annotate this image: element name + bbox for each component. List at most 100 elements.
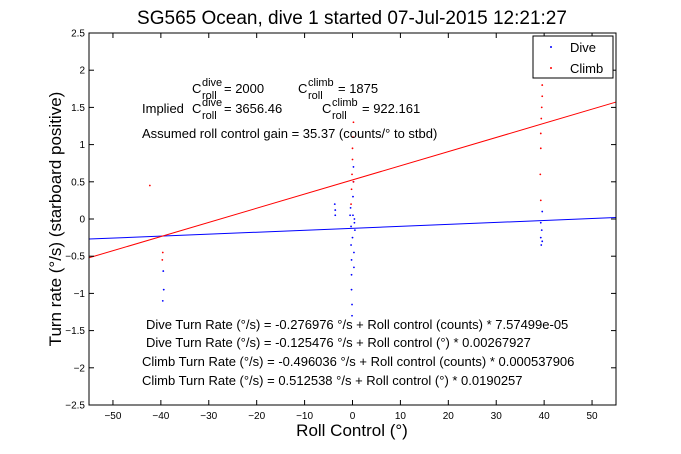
implied-dive-label: C bbox=[192, 101, 201, 116]
dive-point bbox=[541, 240, 544, 243]
climb-point bbox=[161, 259, 164, 261]
dive-point bbox=[333, 203, 336, 206]
x-tick-label: 50 bbox=[586, 411, 598, 422]
x-tick-label: −10 bbox=[296, 411, 313, 422]
c-dive-sub: roll bbox=[202, 90, 217, 102]
fit-line-3: Climb Turn Rate (°/s) = -0.496036 °/s + … bbox=[142, 354, 574, 369]
legend-label-dive: Dive bbox=[570, 40, 596, 55]
y-axis-label: Turn rate (°/s) (starboard positive) bbox=[46, 92, 65, 347]
dive-point bbox=[539, 236, 542, 239]
implied-dive-sub: roll bbox=[202, 110, 217, 122]
climb-point bbox=[541, 95, 544, 98]
annotation-implied: Implied C dive roll = 3656.46 C climb ro… bbox=[142, 97, 420, 122]
fit-line-climb bbox=[88, 101, 617, 259]
dive-point bbox=[351, 314, 353, 317]
dive-point bbox=[540, 229, 543, 232]
annotation-c-roll: C dive roll = 2000 C climb roll = 1875 bbox=[192, 77, 378, 102]
implied-climb-sup: climb bbox=[332, 97, 358, 109]
dive-point bbox=[162, 270, 165, 272]
climb-point bbox=[541, 84, 544, 86]
implied-prefix: Implied bbox=[142, 101, 184, 116]
dive-point bbox=[352, 195, 354, 198]
x-tick-label: 0 bbox=[350, 411, 356, 422]
c-dive-label: C bbox=[192, 81, 201, 96]
y-tick-label: −2 bbox=[74, 363, 86, 374]
dive-point bbox=[353, 251, 355, 254]
climb-point bbox=[351, 158, 354, 161]
y-tick-label: −1 bbox=[74, 289, 86, 300]
climb-point bbox=[161, 251, 164, 254]
dive-point bbox=[350, 273, 353, 276]
dive-point bbox=[353, 221, 356, 224]
climb-point bbox=[351, 147, 354, 150]
climb-point bbox=[352, 121, 355, 124]
x-tick-label: 40 bbox=[539, 411, 551, 422]
legend-marker-dive bbox=[550, 46, 552, 48]
fit-equations: Dive Turn Rate (°/s) = -0.276976 °/s + R… bbox=[142, 317, 574, 388]
dive-point bbox=[334, 209, 337, 211]
dive-point bbox=[539, 221, 542, 224]
fit-line-dive bbox=[88, 217, 617, 240]
implied-dive-sup: dive bbox=[202, 97, 222, 109]
y-tick-label: 1.5 bbox=[71, 103, 85, 114]
y-tick-label: 0.5 bbox=[71, 177, 85, 188]
climb-point bbox=[539, 199, 542, 202]
climb-point bbox=[352, 136, 354, 139]
dive-point bbox=[349, 214, 352, 217]
y-tick-label: −2.5 bbox=[65, 401, 85, 412]
dive-point bbox=[350, 225, 352, 228]
dive-point bbox=[350, 259, 353, 261]
c-dive-value: = 2000 bbox=[224, 81, 264, 96]
dive-point bbox=[352, 214, 354, 217]
dive-point bbox=[353, 266, 355, 269]
y-tick-label: 1 bbox=[79, 140, 85, 151]
x-tick-label: 30 bbox=[491, 411, 503, 422]
x-tick-label: −50 bbox=[104, 411, 121, 422]
y-tick-label: 2 bbox=[79, 66, 85, 77]
y-tick-label: −1.5 bbox=[65, 326, 85, 337]
gain-annotation: Assumed roll control gain = 35.37 (count… bbox=[142, 126, 437, 141]
x-axis-label: Roll Control (°) bbox=[296, 421, 408, 440]
climb-point bbox=[540, 106, 543, 109]
y-tick-label: 2.5 bbox=[71, 29, 85, 40]
implied-climb-value: = 922.161 bbox=[362, 101, 420, 116]
fit-line-2: Dive Turn Rate (°/s) = -0.125476 °/s + R… bbox=[146, 335, 531, 350]
dive-point bbox=[541, 210, 544, 213]
dive-point bbox=[350, 244, 352, 246]
implied-climb-label: C bbox=[322, 101, 331, 116]
implied-climb-sub: roll bbox=[332, 110, 347, 122]
dive-point bbox=[334, 214, 337, 217]
climb-point bbox=[539, 173, 542, 176]
dive-point bbox=[351, 236, 354, 239]
dive-point bbox=[352, 166, 355, 168]
dive-point bbox=[162, 288, 165, 291]
legend: Dive Climb bbox=[532, 35, 614, 79]
climb-point bbox=[350, 203, 352, 206]
climb-point bbox=[539, 147, 542, 150]
c-climb-sub: roll bbox=[308, 90, 323, 102]
y-tick-label: −0.5 bbox=[65, 252, 85, 263]
c-dive-sup: dive bbox=[202, 77, 222, 89]
dive-point bbox=[353, 218, 356, 220]
c-climb-label: C bbox=[298, 81, 307, 96]
chart-title: SG565 Ocean, dive 1 started 07-Jul-2015 … bbox=[137, 8, 567, 29]
dive-point bbox=[353, 229, 356, 232]
y-tick-label: 0 bbox=[79, 215, 85, 226]
climb-point bbox=[352, 180, 355, 183]
dive-point bbox=[351, 303, 353, 306]
legend-marker-climb bbox=[550, 67, 552, 69]
climb-point bbox=[148, 184, 151, 187]
x-tick-label: −30 bbox=[200, 411, 217, 422]
legend-label-climb: Climb bbox=[570, 61, 603, 76]
x-tick-label: 10 bbox=[395, 411, 407, 422]
x-tick-label: 20 bbox=[443, 411, 455, 422]
dive-point bbox=[349, 206, 352, 209]
climb-point bbox=[351, 173, 353, 176]
legend-box bbox=[532, 35, 614, 79]
c-climb-sup: climb bbox=[308, 77, 334, 89]
c-climb-value: = 1875 bbox=[338, 81, 378, 96]
ticks-layer: −50 −40 −30 −20 −10 0 10 20 30 40 50−2.5−2−1.5−1−0… bbox=[65, 29, 616, 422]
x-tick-label: −20 bbox=[248, 411, 265, 422]
x-tick-label: −40 bbox=[152, 411, 169, 422]
